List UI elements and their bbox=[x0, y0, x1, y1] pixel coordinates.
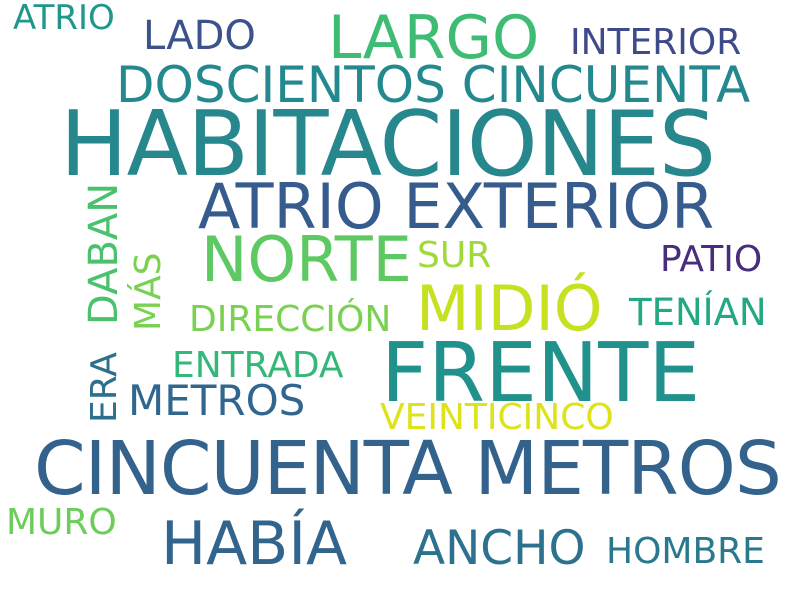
word-midio: MIDIÓ bbox=[416, 272, 603, 345]
word-sur: SUR bbox=[417, 235, 492, 276]
word-muro: MURO bbox=[6, 502, 117, 543]
word-ancho: ANCHO bbox=[413, 521, 586, 576]
word-atrio-exterior: ATRIO EXTERIOR bbox=[198, 170, 715, 243]
word-habitaciones: HABITACIONES bbox=[60, 92, 716, 197]
word-direccion: DIRECCIÓN bbox=[189, 299, 392, 340]
word-lado: LADO bbox=[143, 13, 256, 59]
word-norte: NORTE bbox=[201, 223, 412, 296]
word-tenian: TENÍAN bbox=[629, 291, 767, 334]
word-daban: DABAN bbox=[81, 182, 127, 325]
word-patio: PATIO bbox=[660, 239, 763, 280]
word-doscientos-cincuenta: DOSCIENTOS CINCUENTA bbox=[116, 56, 751, 114]
word-metros: METROS bbox=[128, 376, 306, 425]
word-atrio: ATRIO bbox=[13, 0, 115, 38]
word-cincuenta-metros: CINCUENTA METROS bbox=[34, 426, 782, 512]
word-hombre: HOMBRE bbox=[606, 531, 765, 572]
word-habia: HABÍA bbox=[161, 509, 348, 579]
word-entrada: ENTRADA bbox=[172, 345, 344, 386]
word-frente: FRENTE bbox=[381, 326, 701, 421]
word-era: ERA bbox=[84, 352, 125, 423]
word-mas: MÁS bbox=[128, 252, 169, 331]
word-veinticinco: VEINTICINCO bbox=[380, 397, 614, 438]
word-largo: LARGO bbox=[328, 3, 540, 73]
word-interior: INTERIOR bbox=[570, 22, 742, 63]
